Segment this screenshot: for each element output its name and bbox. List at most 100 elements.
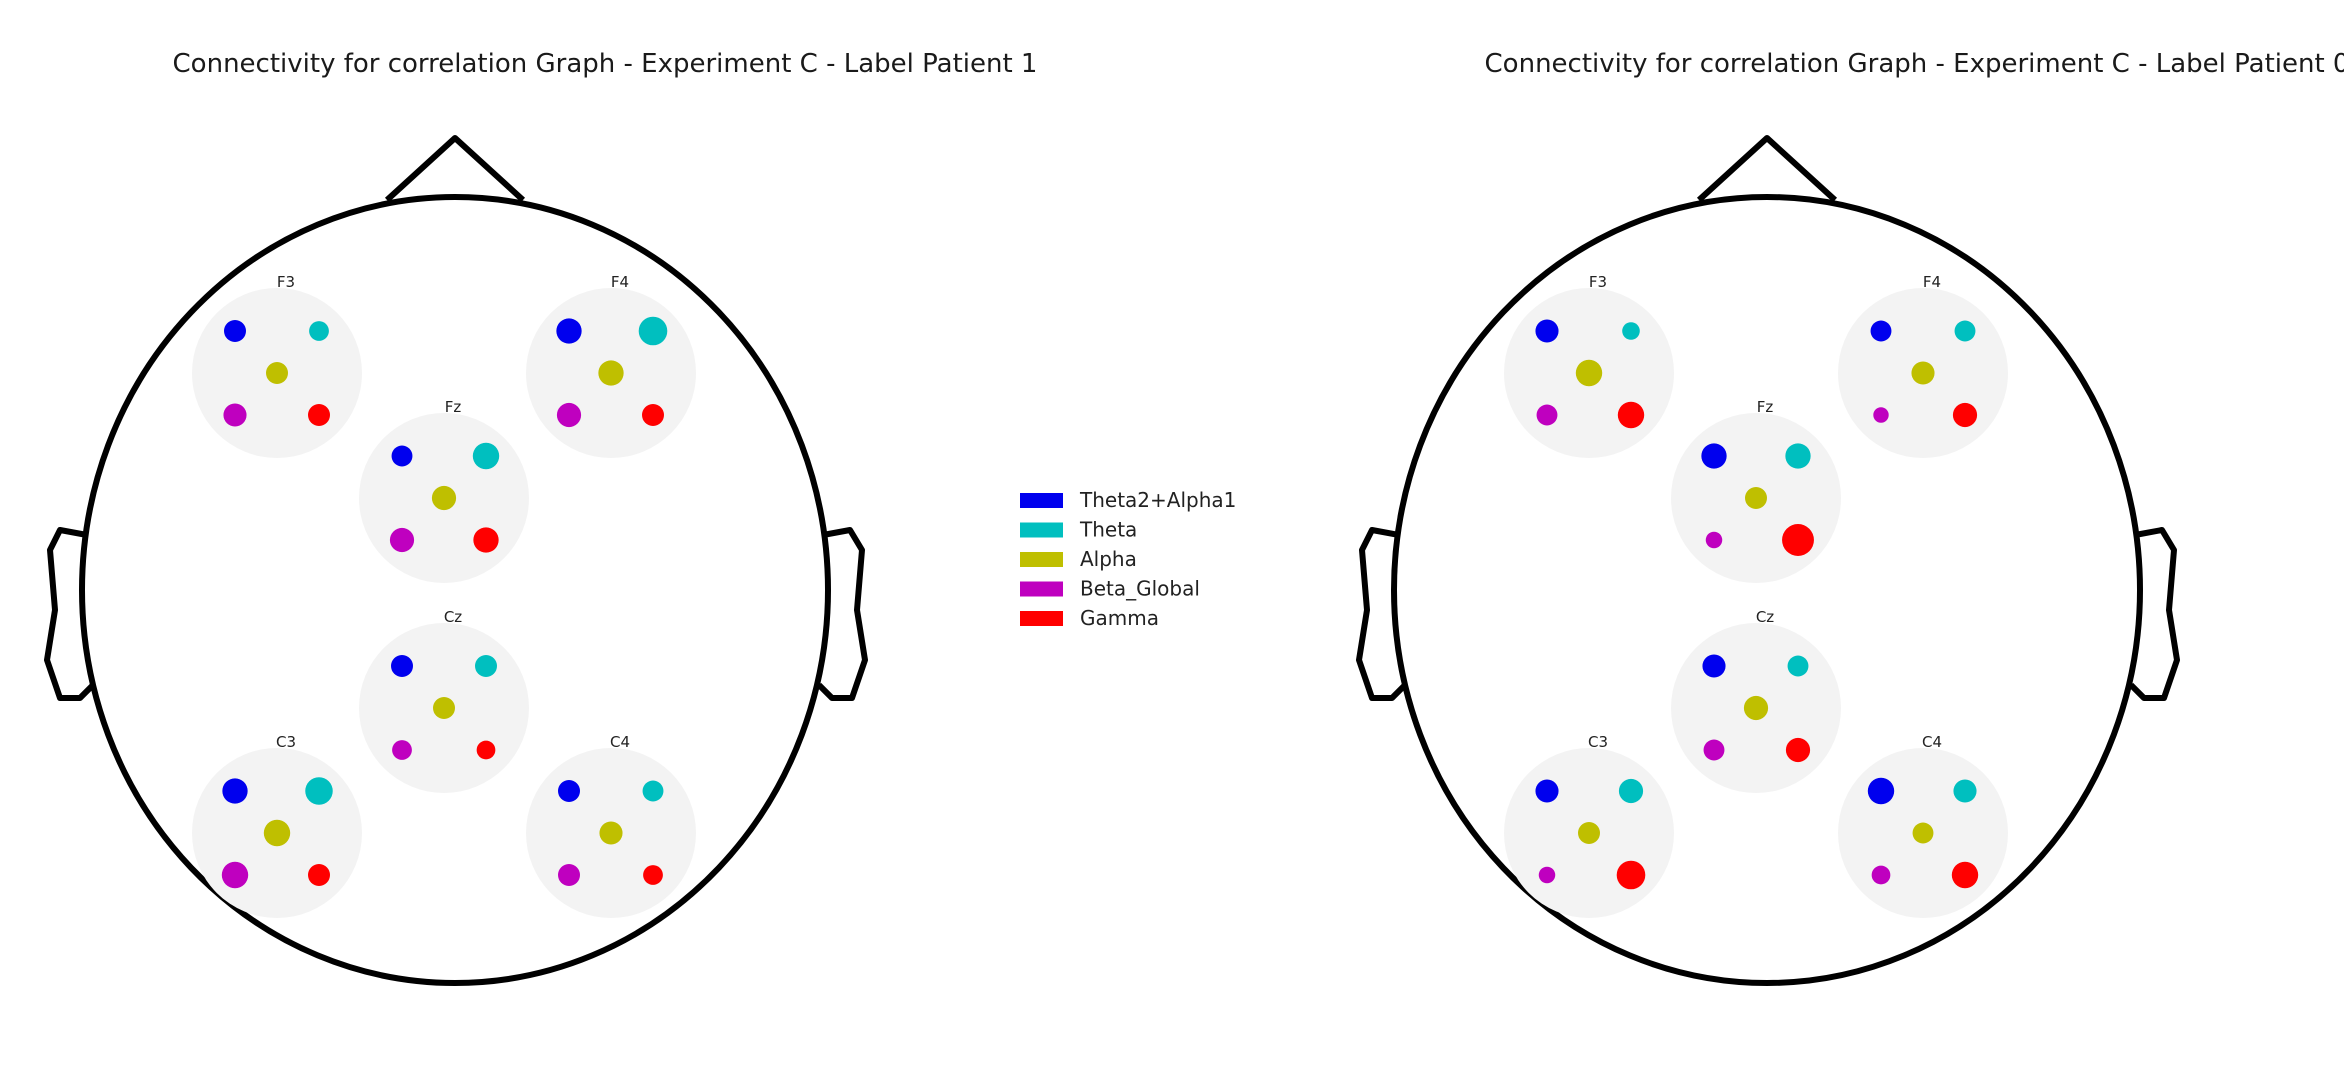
left-ear — [1356, 527, 1408, 701]
band-dot-theta2-alpha1 — [556, 318, 582, 344]
right-ear — [2128, 527, 2180, 701]
electrode-label: C4 — [1922, 733, 1942, 751]
panel-title: Connectivity for correlation Graph - Exp… — [1485, 49, 2344, 79]
band-dot-theta2-alpha1 — [222, 778, 248, 804]
electrode-label: C3 — [276, 733, 296, 751]
electrode-f4: F4 — [526, 273, 696, 458]
band-dot-theta2-alpha1 — [1535, 319, 1559, 343]
head-outline — [1391, 194, 2143, 986]
band-dot-theta — [1785, 443, 1811, 469]
legend-entry: Beta_Global — [1020, 577, 1200, 601]
band-dot-alpha — [263, 819, 291, 847]
electrode-label: F3 — [1589, 273, 1607, 291]
band-dot-beta-global — [389, 527, 415, 553]
band-dot-beta-global — [392, 740, 412, 760]
nose — [1696, 135, 1838, 203]
electrode-label: Fz — [445, 398, 462, 416]
band-dot-theta2-alpha1 — [391, 655, 413, 677]
electrode-cz: Cz — [359, 608, 529, 793]
band-dot-beta-global — [558, 864, 580, 886]
band-dot-theta — [305, 777, 333, 805]
legend: Theta2+Alpha1 Theta Alpha Beta_Global Gamma — [1020, 488, 1236, 630]
band-dot-theta — [1953, 779, 1977, 803]
band-dot-alpha — [599, 821, 623, 845]
band-dot-beta-global — [556, 402, 582, 428]
legend-swatch — [1020, 611, 1063, 626]
legend-swatch — [1020, 552, 1063, 567]
band-dot-theta2-alpha1 — [1867, 777, 1895, 805]
head-panel-1: Connectivity for correlation Graph - Exp… — [1356, 49, 2344, 986]
electrode-label: F3 — [277, 273, 295, 291]
nose — [384, 135, 526, 203]
band-dot-theta2-alpha1 — [1702, 654, 1726, 678]
band-dot-alpha — [1743, 695, 1769, 721]
band-dot-theta — [475, 655, 497, 677]
band-dot-gamma — [642, 404, 664, 426]
band-dot-alpha — [431, 485, 457, 511]
electrode-label: C4 — [610, 733, 630, 751]
electrode-c4: C4 — [1838, 733, 2008, 918]
band-dot-theta — [309, 321, 329, 341]
band-dot-beta-global — [1873, 407, 1889, 423]
band-dot-theta2-alpha1 — [1535, 779, 1559, 803]
electrode-label: C3 — [1588, 733, 1608, 751]
electrode-c3: C3 — [192, 733, 362, 918]
band-dot-gamma — [473, 527, 499, 553]
electrode-c4: C4 — [526, 733, 696, 918]
electrode-f3: F3 — [1504, 273, 1674, 458]
legend-label: Theta2+Alpha1 — [1079, 488, 1236, 512]
band-dot-alpha — [1575, 359, 1603, 387]
panel-title: Connectivity for correlation Graph - Exp… — [173, 49, 1038, 79]
band-dot-alpha — [1745, 487, 1767, 509]
legend-label: Gamma — [1080, 606, 1159, 630]
right-ear — [816, 527, 868, 701]
electrode-label: F4 — [1923, 273, 1941, 291]
band-dot-theta — [1954, 320, 1976, 342]
electrode-label: Cz — [444, 608, 462, 626]
electrode-fz: Fz — [1671, 398, 1841, 583]
band-dot-beta-global — [1871, 865, 1891, 885]
band-dot-theta — [642, 780, 664, 802]
band-dot-alpha — [1912, 822, 1934, 844]
electrode-fz: Fz — [359, 398, 529, 583]
band-dot-gamma — [1951, 861, 1979, 889]
band-dot-gamma — [308, 864, 330, 886]
band-dot-theta2-alpha1 — [558, 780, 580, 802]
legend-label: Beta_Global — [1080, 577, 1200, 601]
band-dot-gamma — [643, 865, 663, 885]
band-dot-theta2-alpha1 — [1701, 443, 1727, 469]
band-dot-gamma — [308, 404, 330, 426]
band-dot-gamma — [476, 740, 496, 760]
legend-swatch — [1020, 493, 1063, 508]
legend-entry: Theta — [1020, 518, 1137, 542]
band-dot-beta-global — [1705, 531, 1723, 549]
band-dot-gamma — [1782, 524, 1814, 556]
band-dot-theta — [472, 442, 500, 470]
band-dot-alpha — [1911, 361, 1935, 385]
band-dot-beta-global — [1538, 866, 1556, 884]
band-dot-gamma — [1785, 737, 1811, 763]
band-dot-theta — [1787, 655, 1809, 677]
legend-swatch — [1020, 581, 1063, 597]
electrode-label: Cz — [1756, 608, 1774, 626]
electrode-f4: F4 — [1838, 273, 2008, 458]
band-dot-alpha — [598, 360, 624, 386]
band-dot-theta2-alpha1 — [224, 320, 246, 342]
electrode-f3: F3 — [192, 273, 362, 458]
band-dot-alpha — [1578, 822, 1600, 844]
legend-label: Alpha — [1080, 547, 1137, 571]
band-dot-alpha — [433, 697, 455, 719]
legend-label: Theta — [1079, 518, 1137, 542]
band-dot-theta — [1622, 322, 1640, 340]
electrode-label: Fz — [1757, 398, 1774, 416]
electrode-c3: C3 — [1504, 733, 1674, 918]
legend-swatch — [1020, 522, 1063, 538]
band-dot-theta2-alpha1 — [1870, 320, 1892, 342]
band-dot-theta2-alpha1 — [391, 445, 413, 467]
band-dot-gamma — [1952, 402, 1978, 428]
legend-entry: Alpha — [1020, 547, 1137, 571]
head-panel-0: Connectivity for correlation Graph - Exp… — [44, 49, 1038, 986]
band-dot-beta-global — [1536, 404, 1558, 426]
electrode-label: F4 — [611, 273, 629, 291]
